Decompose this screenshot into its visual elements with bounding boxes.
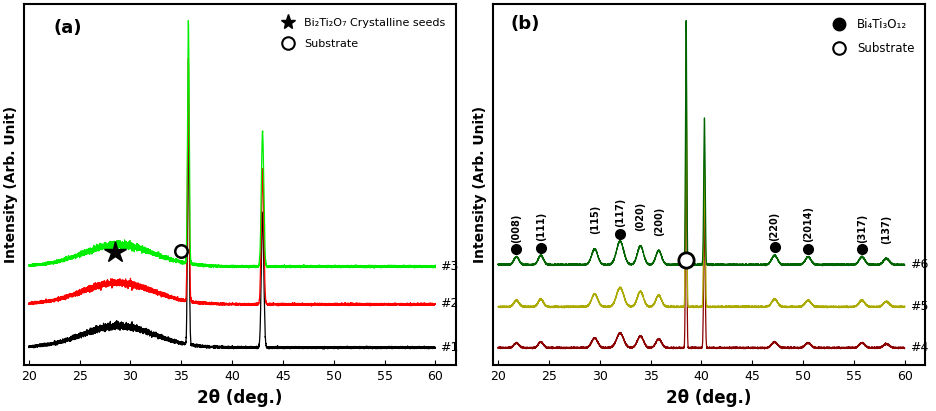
Text: (008): (008) — [511, 213, 521, 242]
Text: #4: #4 — [910, 341, 929, 354]
Text: (317): (317) — [857, 213, 867, 242]
Text: (111): (111) — [535, 212, 546, 241]
Text: (a): (a) — [54, 18, 82, 37]
Text: (2014): (2014) — [803, 206, 813, 242]
Text: #2: #2 — [441, 297, 459, 310]
Y-axis label: Intensity (Arb. Unit): Intensity (Arb. Unit) — [4, 106, 18, 263]
Legend: Bi₂Ti₂O₇ Crystalline seeds, Substrate: Bi₂Ti₂O₇ Crystalline seeds, Substrate — [272, 13, 450, 53]
Text: (020): (020) — [636, 202, 646, 231]
Text: (200): (200) — [653, 207, 664, 236]
Text: #3: #3 — [441, 260, 459, 273]
X-axis label: 2θ (deg.): 2θ (deg.) — [666, 389, 752, 407]
Y-axis label: Intensity (Arb. Unit): Intensity (Arb. Unit) — [474, 106, 488, 263]
Text: (117): (117) — [615, 198, 625, 227]
Text: #5: #5 — [910, 300, 929, 313]
Text: (220): (220) — [769, 211, 780, 241]
Text: (115): (115) — [590, 205, 600, 234]
Legend: Bi₄Ti₃O₁₂, Substrate: Bi₄Ti₃O₁₂, Substrate — [823, 14, 919, 60]
Text: #6: #6 — [910, 258, 929, 271]
Text: (b): (b) — [510, 15, 540, 33]
Text: #1: #1 — [441, 342, 459, 354]
X-axis label: 2θ (deg.): 2θ (deg.) — [197, 389, 283, 407]
Text: (137): (137) — [882, 215, 891, 244]
